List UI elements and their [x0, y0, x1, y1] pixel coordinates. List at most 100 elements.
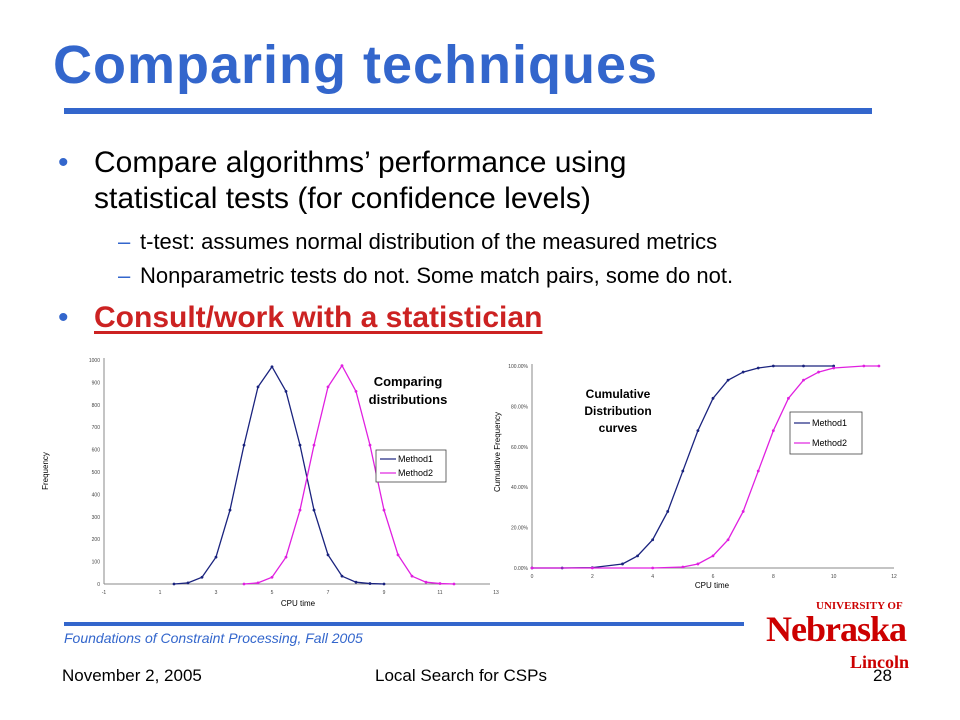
chart1-point [340, 364, 344, 367]
chart2-ytick-label: 80.00% [511, 404, 529, 410]
chart1-point [452, 582, 456, 586]
logo-university-of: UNIVERSITY OF [816, 600, 903, 612]
chart2-point [726, 538, 730, 542]
chart1-ytick-label: 300 [92, 515, 101, 521]
chart2-point [771, 364, 775, 368]
chart2-point [666, 510, 670, 513]
chart1-point [354, 389, 358, 393]
chart2-point [726, 378, 730, 382]
page-number: 28 [873, 666, 892, 685]
chart2-point [696, 562, 700, 566]
footer-topic: Local Search for CSPs [375, 666, 547, 685]
chart1-point [396, 553, 400, 557]
chart2-xtick-label: 10 [831, 574, 837, 580]
dash-glyph: – [118, 229, 131, 254]
chart1-ytick-label: 100 [92, 560, 101, 566]
chart1-ytick-label: 900 [92, 380, 101, 386]
chart2-point [877, 364, 881, 368]
chart1-point [368, 443, 372, 447]
chart1-point [172, 582, 176, 586]
chart1-xtick-label: 1 [159, 590, 162, 596]
footer-rule [64, 622, 744, 626]
chart2-point [590, 566, 594, 570]
chart2-xtick-label: 6 [712, 574, 715, 580]
chart1-point [242, 582, 246, 586]
chart1-point [298, 508, 302, 512]
chart2-title-line2: Distribution [584, 404, 651, 418]
chart2-xtick-label: 2 [591, 574, 594, 580]
chart1-xtick-label: 11 [437, 590, 442, 596]
chart2-legend: Method1 Method2 [789, 411, 863, 455]
chart2-point [832, 366, 836, 370]
chart2-point [651, 566, 655, 570]
chart1-point [298, 443, 302, 447]
sub-bullet-ttest-text: t-test: assumes normal distribution of t… [140, 229, 718, 254]
chart1-ylabel: Frequency [41, 452, 50, 490]
chart1-legend-method1: Method1 [398, 454, 433, 464]
bullet-compare-line1: Compare algorithms’ performance using [94, 146, 627, 179]
chart1-title-line2: distributions [369, 392, 448, 407]
chart1-point [200, 575, 204, 579]
chart2-legend-method1: Method1 [812, 418, 847, 428]
chart1-point [312, 508, 316, 512]
chart2-ytick-label: 20.00% [511, 526, 529, 532]
chart1-xtick-label: 9 [383, 590, 386, 596]
chart1-xtick-label: 5 [271, 590, 274, 596]
chart1-point [410, 574, 414, 578]
chart1-point [312, 443, 316, 447]
chart2-point [787, 396, 790, 400]
chart1-point [270, 365, 274, 369]
chart2-title-line3: curves [599, 421, 638, 435]
chart2-series-method1 [532, 365, 834, 569]
chart2-ytick-label: 100.00% [508, 364, 528, 370]
chart1-point [214, 555, 218, 559]
dash-glyph: – [118, 263, 131, 288]
university-logo: UNIVERSITY OF Nebraska Lincoln [762, 598, 912, 682]
chart1-ytick-label: 200 [92, 537, 101, 543]
chart2-point [681, 565, 685, 569]
chart2-point [696, 429, 700, 433]
chart2-point [741, 370, 745, 374]
chart1-ytick-label: 600 [92, 448, 101, 454]
chart1-ytick-label: 700 [92, 425, 101, 431]
slide-title: Comparing techniques [53, 35, 659, 95]
chart1-point [270, 575, 274, 579]
chart1-xtick-label: 13 [493, 590, 499, 596]
chart2-point [756, 366, 760, 370]
chart2-point [862, 364, 866, 368]
chart1-point [368, 582, 372, 585]
chart1-point [242, 443, 246, 447]
bullet-compare-line2: statistical tests (for confidence levels… [94, 182, 591, 215]
chart1-point [186, 581, 190, 585]
chart2-ylabel: Cumulative Frequency [493, 412, 502, 492]
chart2-point [756, 469, 760, 473]
chart2-point [681, 469, 685, 473]
chart2-xtick-label: 8 [772, 574, 775, 580]
chart1-ytick-label: 400 [92, 492, 101, 498]
chart1-point [438, 582, 442, 585]
chart2-point [832, 364, 836, 368]
chart2-point [621, 562, 624, 566]
chart2-ytick-label: 0.00% [514, 566, 529, 572]
chart1-xtick-label: 3 [215, 590, 218, 596]
chart1-ytick-label: 800 [92, 403, 101, 409]
chart2-title-line1: Cumulative [586, 387, 651, 401]
consult-statistician-link[interactable]: Consult/work with a statistician [94, 301, 543, 334]
chart1-ytick-label: 0 [97, 582, 100, 588]
chart2-xtick-label: 4 [651, 574, 654, 580]
chart1-xtick-label: -1 [102, 590, 107, 596]
footer-course-name: Foundations of Constraint Processing, Fa… [64, 630, 363, 646]
sub-bullet-nonparametric-text: Nonparametric tests do not. Some match p… [140, 263, 734, 288]
chart1-series-method1 [173, 365, 385, 585]
bullet-glyph: • [58, 146, 69, 179]
chart1-ytick-label: 1000 [89, 358, 100, 364]
chart2-point [771, 429, 775, 433]
chart2-xlabel: CPU time [695, 581, 730, 590]
chart1-point [228, 508, 232, 512]
chart1-series-method2 [243, 364, 455, 585]
chart2-point [802, 378, 805, 382]
chart1-xtick-label: 7 [327, 590, 330, 596]
chart1-point [424, 580, 428, 584]
chart1-title-line1: Comparing [374, 374, 443, 389]
